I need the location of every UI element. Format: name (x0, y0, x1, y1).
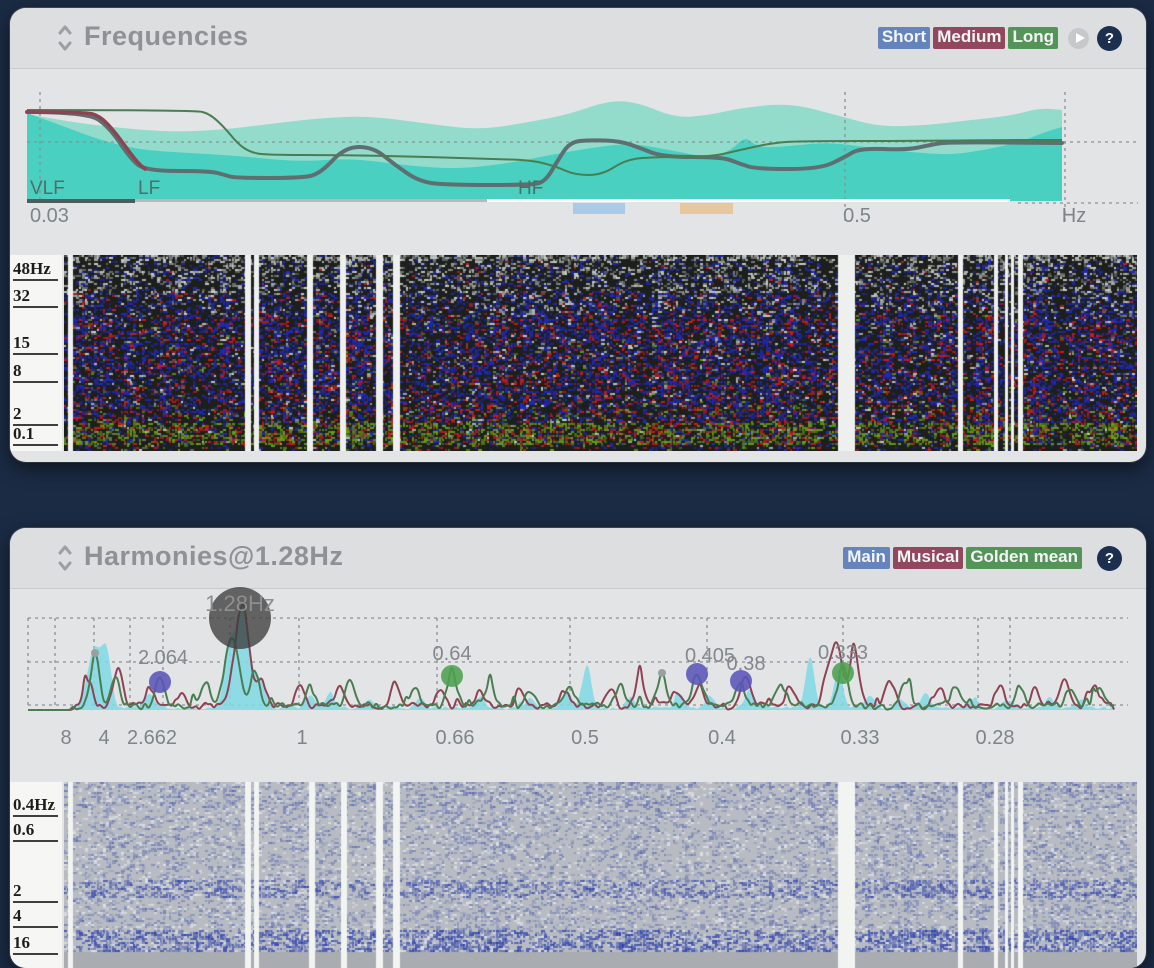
harmonic-marker-0.64[interactable] (441, 665, 463, 687)
frequency-distribution-chart[interactable]: VLF LF HF 0.03 0.5 Hz (10, 70, 1146, 248)
x-tick: 0.33 (841, 727, 880, 749)
spectrogram-y-tick: 16 (13, 933, 58, 955)
spectrogram-y-tick: 15 (13, 333, 58, 355)
harmonics-spectrogram (64, 782, 1137, 968)
legend-golden-mean-button[interactable]: Golden mean (966, 547, 1082, 569)
harmonic-marker-label: 0.333 (818, 642, 868, 664)
peak-dot (658, 669, 666, 677)
x-tick: 0.5 (843, 205, 871, 227)
x-tick: 2.662 (127, 727, 177, 749)
collapse-icon[interactable] (57, 24, 73, 52)
harmonies-panel: Harmonies@1.28Hz Main Musical Golden mea… (10, 528, 1146, 968)
spectrogram1-y-axis: 48Hz 32 15 8 20.1 (10, 255, 62, 451)
legend-long-button[interactable]: Long (1008, 27, 1058, 49)
frequencies-header: Frequencies Short Medium Long ? (10, 8, 1146, 69)
play-button[interactable] (1068, 28, 1089, 49)
band-range-bar[interactable] (135, 199, 487, 202)
x-tick: 0.4 (708, 727, 736, 749)
x-tick: 1 (296, 727, 307, 749)
frequencies-panel: Frequencies Short Medium Long ? VLF LF HF 0… (10, 8, 1146, 462)
spectrogram-y-tick: 0.6 (13, 820, 58, 842)
spectrogram-y-tick: 0.4Hz (13, 795, 58, 817)
harmonics-spectrogram-row: 0.4Hz 0.6 2 4 16 (10, 782, 1137, 968)
harmonic-marker-0.333[interactable] (832, 662, 854, 684)
legend-main-button[interactable]: Main (843, 547, 890, 569)
frequencies-legend: Short Medium Long ? (878, 8, 1122, 68)
harmonies-legend: Main Musical Golden mean ? (843, 528, 1122, 588)
x-tick: 0.5 (571, 727, 599, 749)
legend-short-button[interactable]: Short (878, 27, 930, 49)
play-icon (1076, 33, 1085, 43)
page-title-harmonies: Harmonies@1.28Hz (84, 541, 343, 572)
spectrogram-y-tick: 4 (13, 906, 58, 928)
spectrogram-y-tick: 0.1 (13, 424, 58, 446)
help-button[interactable]: ? (1097, 546, 1122, 571)
band-label: HF (518, 178, 543, 199)
legend-medium-button[interactable]: Medium (933, 27, 1005, 49)
spectrogram-y-tick: 32 (13, 286, 58, 308)
harmonies-header: Harmonies@1.28Hz Main Musical Golden mea… (10, 528, 1146, 589)
band-range-bar[interactable] (27, 199, 135, 203)
frequency-spectrogram (64, 255, 1137, 451)
x-tick: 0.66 (436, 727, 475, 749)
help-button[interactable]: ? (1097, 26, 1122, 51)
harmonic-marker-2.064[interactable] (149, 671, 171, 693)
spectrogram2-y-axis: 0.4Hz 0.6 2 4 16 (10, 782, 62, 968)
band-range-bar[interactable] (573, 203, 625, 214)
cursor-label: 1.28Hz (205, 591, 275, 616)
page-title-frequencies: Frequencies (84, 21, 249, 52)
frequency-spectrogram-row: 48Hz 32 15 8 20.1 (10, 255, 1137, 451)
harmonic-marker-label: 0.64 (433, 643, 472, 665)
x-tick: 0.03 (30, 205, 69, 227)
legend-musical-button[interactable]: Musical (893, 547, 963, 569)
band-range-bar[interactable] (487, 199, 1010, 202)
band-label: VLF (30, 178, 65, 199)
collapse-icon[interactable] (57, 544, 73, 572)
x-tick: 0.28 (976, 727, 1015, 749)
x-tick: Hz (1062, 205, 1086, 227)
spectrogram-y-tick: 48Hz (13, 259, 58, 281)
harmonics-chart[interactable]: 2.0640.640.4050.380.333842.66210.660.50.… (10, 588, 1146, 764)
harmonic-marker-label: 2.064 (138, 647, 188, 669)
band-label: LF (138, 178, 160, 199)
harmonic-marker-0.38[interactable] (730, 670, 752, 692)
spectrogram-y-tick: 8 (13, 361, 58, 383)
spectrogram-y-tick: 2 (13, 881, 58, 903)
band-range-bar[interactable] (680, 203, 733, 214)
x-tick: 4 (98, 727, 109, 749)
x-tick: 8 (60, 727, 71, 749)
peak-dot (91, 649, 99, 657)
harmonic-marker-0.405[interactable] (686, 663, 708, 685)
spectrogram-y-tick: 2 (13, 404, 58, 426)
